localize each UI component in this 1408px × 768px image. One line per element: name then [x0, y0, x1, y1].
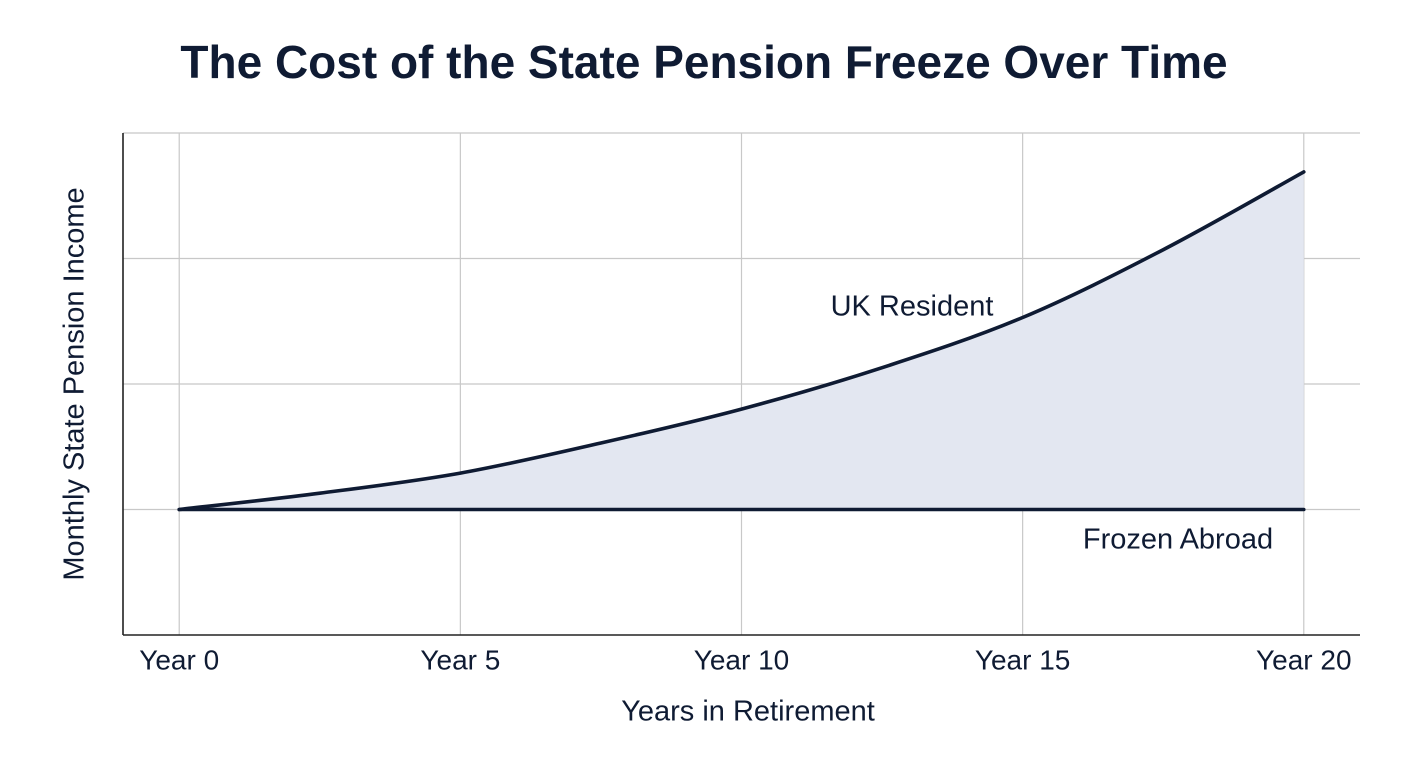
y-axis-title: Monthly State Pension Income — [59, 187, 91, 580]
series-label: UK Resident — [831, 291, 994, 323]
area-layer — [179, 171, 1304, 510]
series-line — [177, 170, 1306, 512]
x-tick-label: Year 15 — [975, 644, 1071, 675]
series-label: Frozen Abroad — [1083, 524, 1273, 556]
x-tick-label: Year 20 — [1256, 644, 1352, 675]
difference-shading — [179, 171, 1304, 510]
x-axis-title: Years in Retirement — [621, 696, 875, 728]
chart-title: The Cost of the State Pension Freeze Ove… — [180, 36, 1227, 88]
line-layer — [177, 170, 1306, 512]
x-tick-label: Year 10 — [694, 644, 790, 675]
x-tick-label: Year 5 — [420, 644, 500, 675]
x-tick-label: Year 0 — [139, 644, 219, 675]
